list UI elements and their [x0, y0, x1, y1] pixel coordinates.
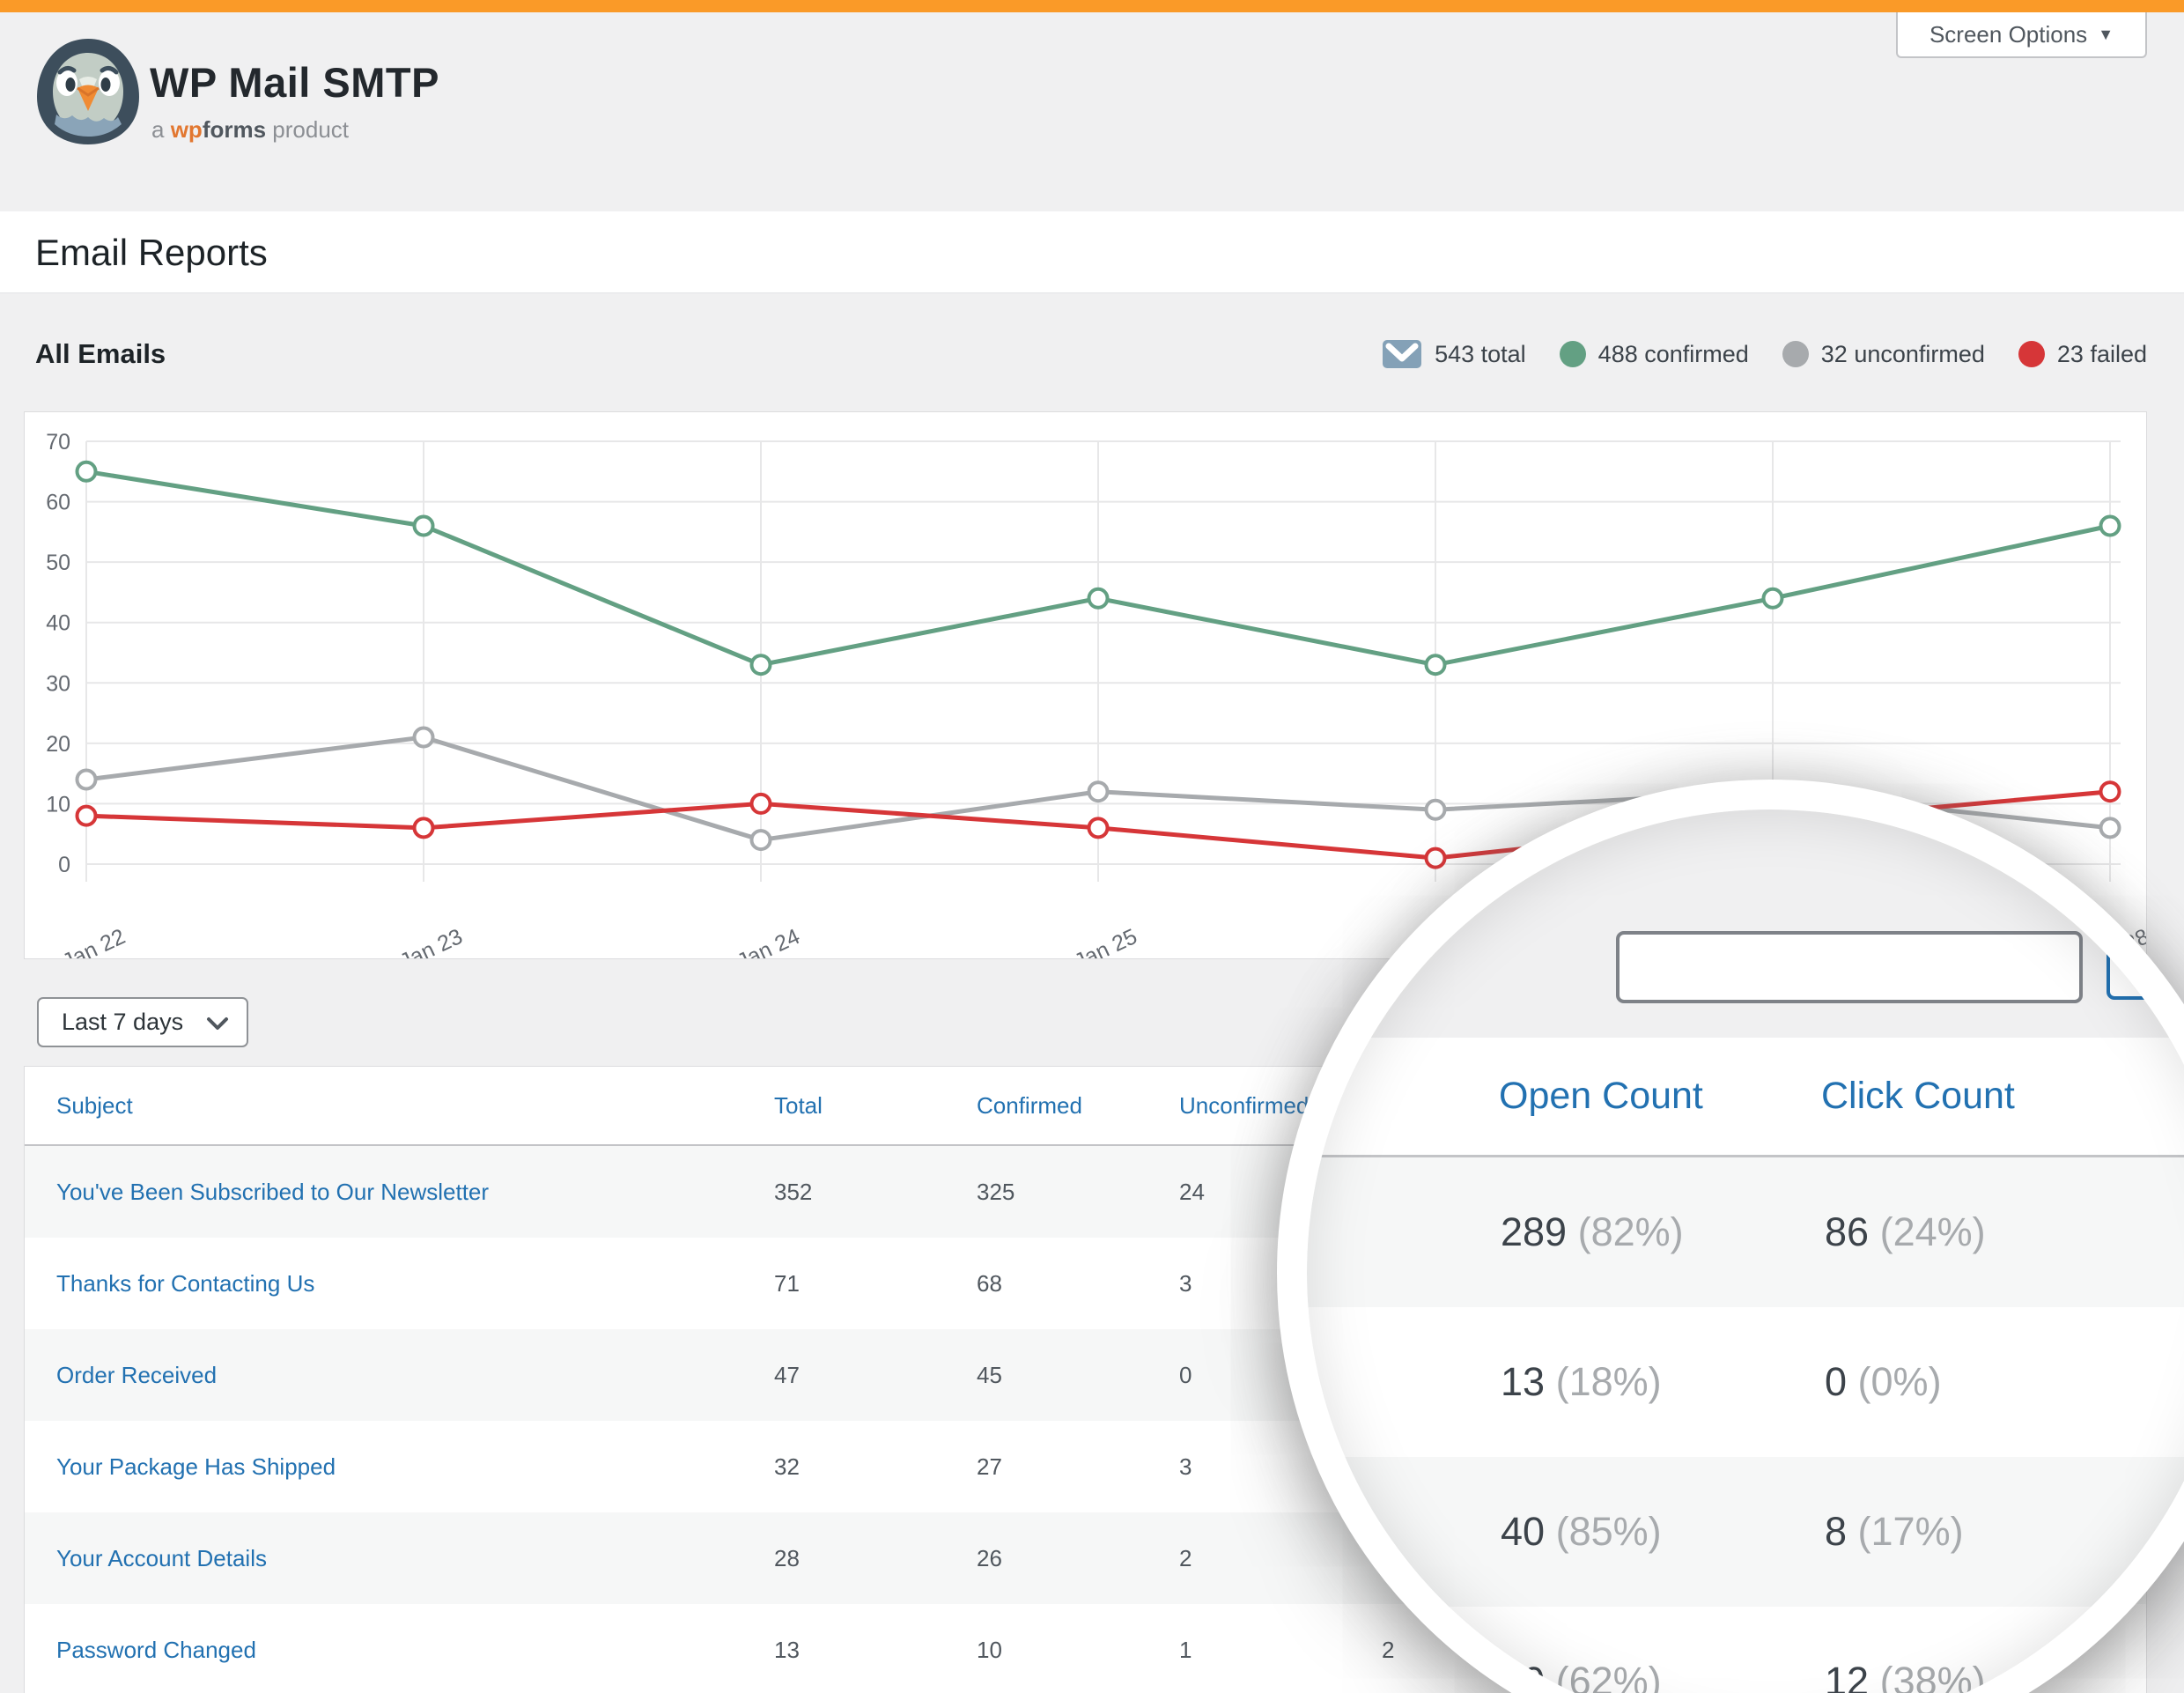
confirmed-value: 27	[977, 1453, 1002, 1480]
unconfirmed-value: 0	[1179, 1361, 1192, 1388]
open-count-value: 289 (82%)	[1501, 1209, 1684, 1254]
unconfirmed-value: 24	[1179, 1178, 1205, 1205]
open-count-value: 40 (85%)	[1501, 1509, 1662, 1554]
confirmed-value: 26	[977, 1544, 1002, 1571]
unconfirmed-value: 2	[1179, 1544, 1192, 1571]
column-header-total[interactable]: Total	[774, 1091, 823, 1119]
screen-options-button[interactable]: Screen Options ▼	[1896, 12, 2147, 58]
email-subject-link[interactable]: Your Package Has Shipped	[56, 1453, 336, 1480]
section-title: All Emails	[35, 338, 166, 369]
legend-dot-icon	[2018, 341, 2045, 367]
confirmed-value: 45	[977, 1361, 1002, 1388]
magnified-header-divider	[1307, 1155, 2184, 1157]
total-value: 32	[774, 1453, 800, 1480]
unconfirmed-value: 3	[1179, 1453, 1192, 1480]
column-header-unconfirmed[interactable]: Unconfirmed	[1179, 1091, 1310, 1119]
legend-label: 32 unconfirmed	[1820, 340, 1985, 367]
total-value: 352	[774, 1178, 813, 1205]
x-axis-label: Jan 25	[1071, 924, 1141, 958]
magnified-search-input[interactable]	[1616, 931, 2083, 1003]
legend-dot-icon	[1782, 341, 1809, 367]
email-subject-link[interactable]: You've Been Subscribed to Our Newsletter	[56, 1178, 490, 1205]
envelope-icon	[1383, 340, 1422, 368]
page-title: Email Reports	[35, 232, 268, 273]
confirmed-value: 325	[977, 1178, 1015, 1205]
svg-text:0: 0	[58, 853, 70, 877]
all-emails-section-header: All Emails 543 total 488 confirmed 32 unco…	[0, 328, 2184, 381]
chevron-down-icon: ▼	[2098, 25, 2114, 43]
screen-options-label: Screen Options	[1929, 20, 2088, 48]
x-axis-label: Jan 24	[734, 924, 804, 958]
total-value: 47	[774, 1361, 800, 1388]
app-title: WP Mail SMTP	[150, 59, 439, 106]
svg-text:20: 20	[46, 732, 70, 757]
magnified-table-row: 40 (85%) 8 (17%)	[1307, 1457, 2184, 1607]
magnified-table-row: 13 (18%) 0 (0%)	[1307, 1307, 2184, 1457]
click-count-value: 0 (0%)	[1825, 1359, 1942, 1404]
confirmed-value: 68	[977, 1269, 1002, 1297]
svg-text:40: 40	[46, 611, 70, 636]
unconfirmed-value: 1	[1179, 1636, 1192, 1663]
magnified-rows: 289 (82%) 86 (24%) 13 (18%) 0 (0%) 40 (85%) 8…	[1307, 1157, 2184, 1693]
table-row: Your Package Has Shipped 32 27 3	[25, 1421, 2146, 1512]
svg-text:50: 50	[46, 551, 70, 575]
tagline-prefix: a	[151, 116, 165, 143]
email-subject-link[interactable]: Your Account Details	[56, 1544, 267, 1571]
legend-label: 23 failed	[2056, 340, 2147, 367]
magnifier-overlay: Open Count Click Count 289 (82%) 86 (24%)…	[1277, 780, 2184, 1693]
legend-dot-icon	[1559, 341, 1586, 367]
column-header-subject[interactable]: Subject	[56, 1091, 133, 1119]
click-count-value: 86 (24%)	[1825, 1209, 1986, 1254]
magnified-header-row: Open Count Click Count	[1307, 1038, 2184, 1155]
click-count-value: 8 (17%)	[1825, 1509, 1964, 1554]
svg-text:30: 30	[46, 671, 70, 696]
magnified-search-button[interactable]	[2107, 936, 2184, 1000]
tagline-wp: wp	[170, 116, 203, 143]
legend-item: 488 confirmed	[1559, 340, 1749, 368]
open-count-value: 13 (18%)	[1501, 1359, 1662, 1404]
page-title-band: Email Reports	[0, 211, 2184, 293]
date-range-select[interactable]: Last 7 days	[37, 997, 248, 1047]
legend-label: 543 total	[1435, 340, 1526, 367]
svg-text:60: 60	[46, 491, 70, 515]
magnified-toolbar-band	[1307, 810, 2184, 1038]
legend-item: 32 unconfirmed	[1782, 341, 1985, 368]
table-row: Thanks for Contacting Us 71 68 3	[25, 1238, 2146, 1329]
column-header-click-count[interactable]: Click Count	[1821, 1075, 2015, 1117]
tagline-suffix: product	[272, 116, 350, 143]
table-header-row: Subject Total Confirmed Unconfirmed	[25, 1067, 2146, 1146]
email-subject-link[interactable]: Order Received	[56, 1361, 218, 1388]
email-subject-link[interactable]: Password Changed	[56, 1636, 256, 1663]
confirmed-value: 10	[977, 1636, 1002, 1663]
svg-text:70: 70	[46, 430, 70, 455]
total-value: 71	[774, 1269, 800, 1297]
svg-text:10: 10	[46, 792, 70, 817]
magnified-table-row: 20 (62%) 12 (38%)	[1307, 1607, 2184, 1693]
wp-mail-smtp-pigeon-logo-icon	[37, 39, 139, 144]
app-tagline: a wpforms product	[151, 116, 349, 144]
legend-label: 488 confirmed	[1597, 340, 1749, 367]
table-row: Password Changed 13 10 1 2	[25, 1604, 2146, 1693]
total-value: 28	[774, 1544, 800, 1571]
tagline-forms: forms	[202, 116, 267, 143]
legend-item: 23 failed	[2018, 341, 2147, 368]
total-value: 13	[774, 1636, 800, 1663]
chart-legend: 543 total 488 confirmed 32 unconfirmed 23 f…	[1382, 328, 2147, 381]
app-header: WP Mail SMTP a wpforms product	[0, 12, 2184, 211]
click-count-value: 12 (38%)	[1825, 1659, 1986, 1693]
column-header-confirmed[interactable]: Confirmed	[977, 1091, 1082, 1119]
legend-item: 543 total	[1382, 339, 1526, 369]
email-subject-link[interactable]: Thanks for Contacting Us	[56, 1269, 315, 1297]
magnified-table-row: 289 (82%) 86 (24%)	[1307, 1157, 2184, 1307]
x-axis-label: Jan 23	[396, 924, 467, 958]
unconfirmed-value: 3	[1179, 1269, 1192, 1297]
brand-accent-bar	[0, 0, 2184, 12]
column-header-open-count[interactable]: Open Count	[1499, 1075, 1703, 1117]
date-range-value: Last 7 days	[62, 1009, 184, 1035]
x-axis-label: Jan 22	[59, 924, 129, 958]
failed-value: 2	[1382, 1636, 1395, 1663]
chevron-down-icon	[207, 1017, 228, 1030]
open-count-value: 20 (62%)	[1501, 1659, 1662, 1693]
